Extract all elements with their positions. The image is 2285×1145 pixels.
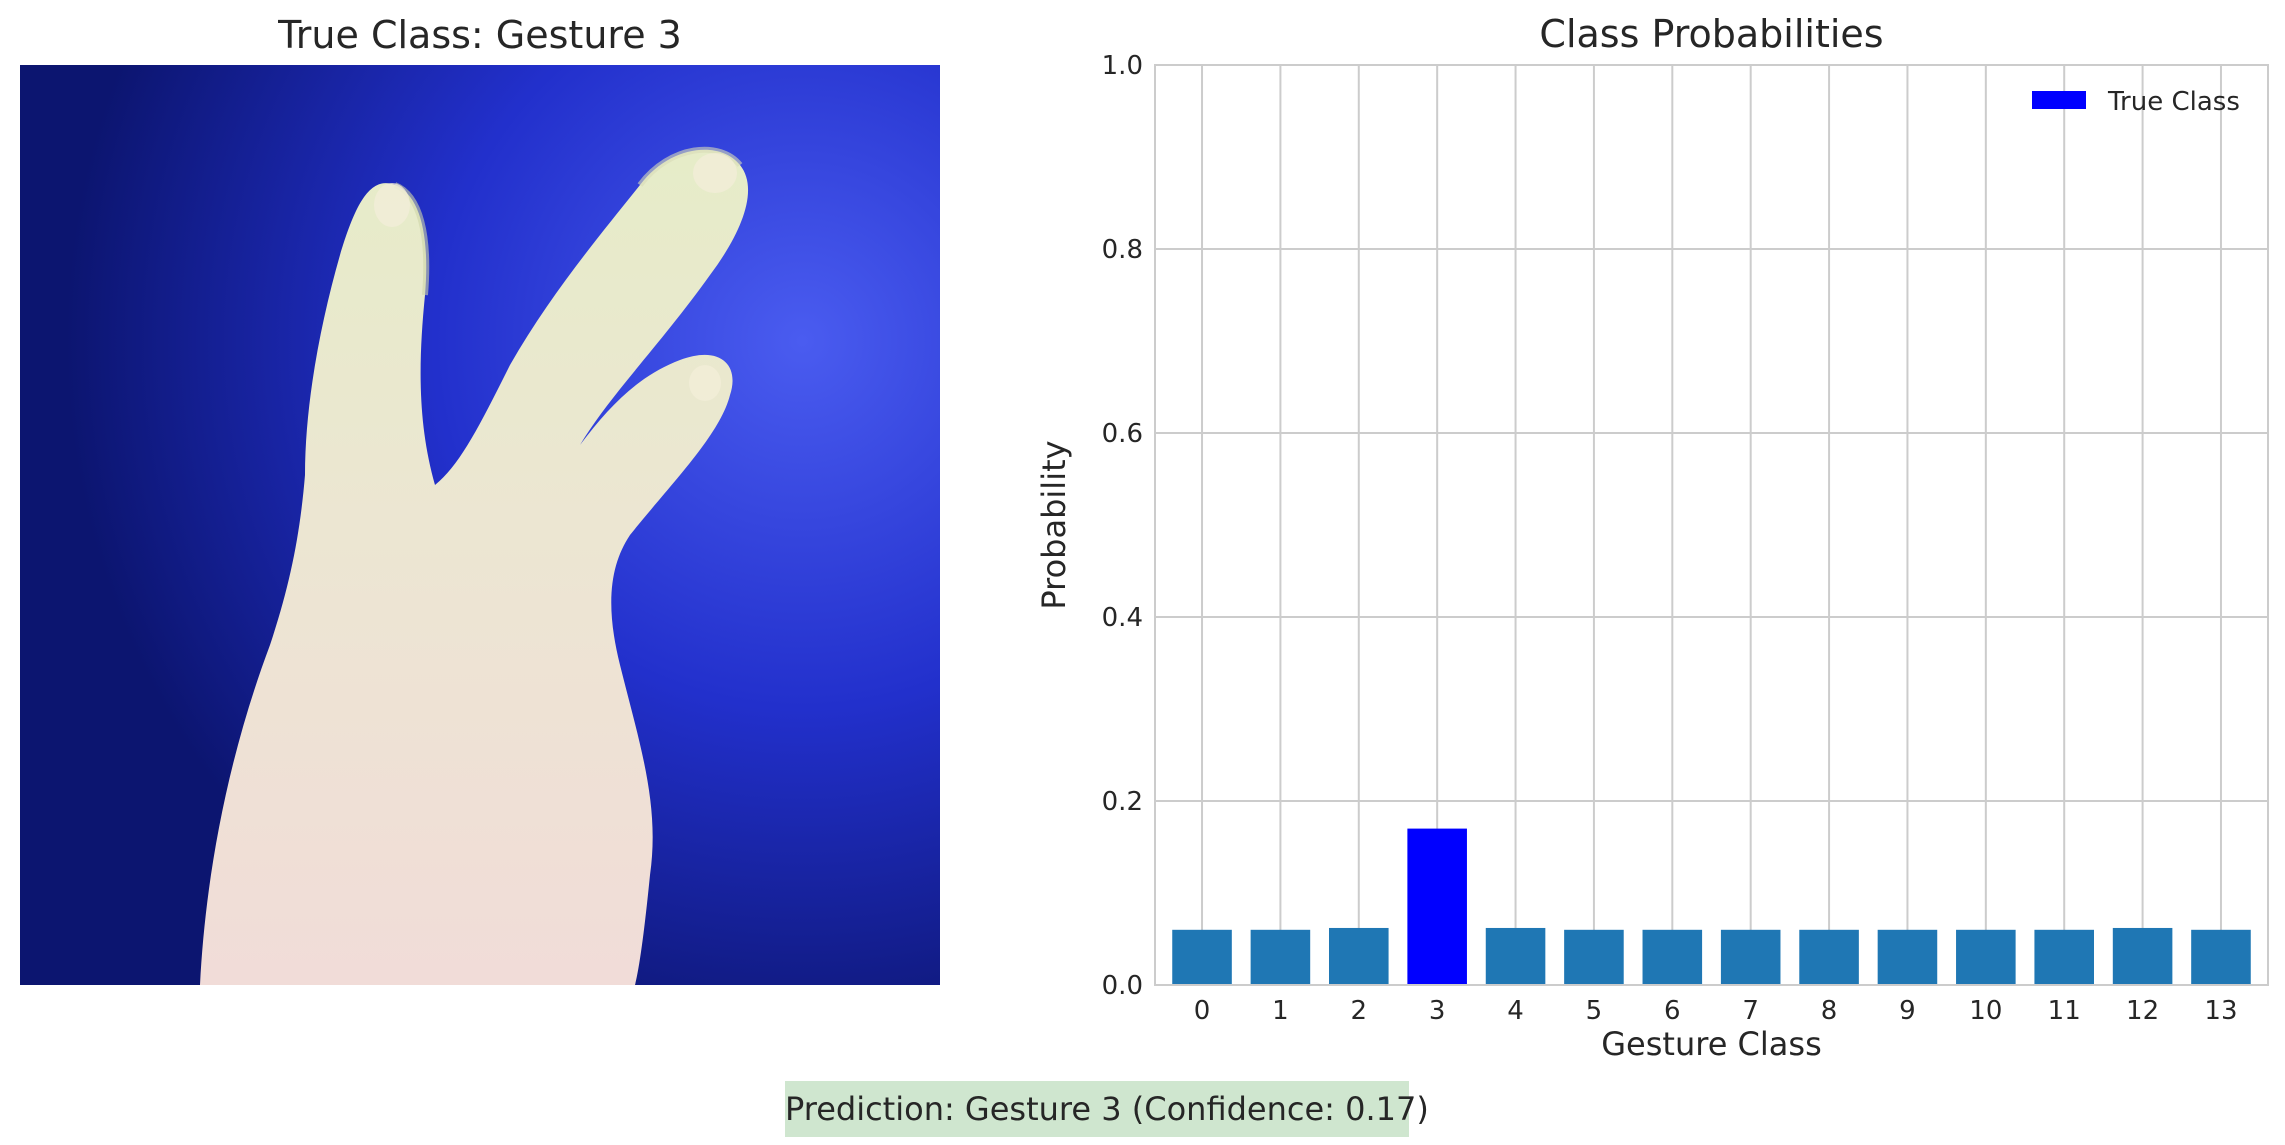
x-tick-label: 9 — [1899, 996, 1916, 1026]
x-tick-label: 10 — [1969, 996, 2002, 1026]
y-tick-label: 1.0 — [1102, 51, 1143, 81]
legend-swatch-true-class — [2032, 91, 2086, 109]
legend-label-true-class: True Class — [2107, 87, 2240, 117]
x-tick-label: 13 — [2204, 996, 2237, 1026]
bar-gesture-2 — [1329, 927, 1389, 985]
y-tick-labels: 0.0 0.2 0.4 0.6 0.8 1.0 — [1102, 51, 1143, 1001]
bar-gesture-9 — [1877, 929, 1938, 985]
legend: True Class — [2032, 87, 2240, 117]
x-tick-label: 3 — [1429, 996, 1446, 1026]
bar-gesture-3 — [1407, 828, 1467, 985]
x-tick-label: 7 — [1742, 996, 1759, 1026]
bar-gesture-0 — [1172, 929, 1232, 985]
bar-gesture-6 — [1642, 929, 1703, 985]
x-tick-labels: 0 1 2 3 4 5 6 7 8 9 10 11 12 13 — [1194, 996, 2238, 1026]
x-tick-label: 1 — [1272, 996, 1289, 1026]
x-tick-label: 2 — [1351, 996, 1368, 1026]
x-tick-label: 5 — [1586, 996, 1603, 1026]
y-tick-label: 0.0 — [1102, 971, 1143, 1001]
y-tick-label: 0.8 — [1102, 235, 1143, 265]
bar-gesture-8 — [1799, 929, 1859, 985]
x-tick-label: 12 — [2126, 996, 2159, 1026]
x-tick-label: 11 — [2048, 996, 2081, 1026]
bars — [1172, 828, 2251, 985]
bar-gesture-7 — [1720, 929, 1781, 985]
bar-gesture-10 — [1956, 929, 2016, 985]
bar-gesture-13 — [2191, 929, 2251, 985]
y-axis-label: Probability — [1035, 440, 1073, 609]
y-tick-label: 0.6 — [1102, 419, 1143, 449]
x-axis-label: Gesture Class — [1601, 1025, 1821, 1063]
plot-frame — [1154, 64, 2269, 986]
hand-gesture-image — [20, 65, 940, 985]
y-tick-label: 0.2 — [1102, 787, 1143, 817]
hand-illustration — [20, 65, 940, 985]
bar-gesture-4 — [1485, 927, 1546, 985]
chart-title: Class Probabilities — [1539, 12, 1883, 56]
x-tick-label: 8 — [1821, 996, 1838, 1026]
bar-gesture-12 — [2112, 927, 2173, 985]
prediction-summary: Prediction: Gesture 3 (Confidence: 0.17) — [785, 1081, 1429, 1137]
bar-gesture-11 — [2034, 929, 2094, 985]
x-tick-label: 4 — [1507, 996, 1524, 1026]
x-tick-label: 0 — [1194, 996, 1211, 1026]
image-title: True Class: Gesture 3 — [278, 13, 682, 57]
y-tick-label: 0.4 — [1102, 603, 1143, 633]
x-tick-label: 6 — [1664, 996, 1681, 1026]
grid-lines — [1155, 64, 2268, 986]
bar-gesture-5 — [1564, 929, 1624, 985]
bar-gesture-1 — [1250, 929, 1311, 985]
